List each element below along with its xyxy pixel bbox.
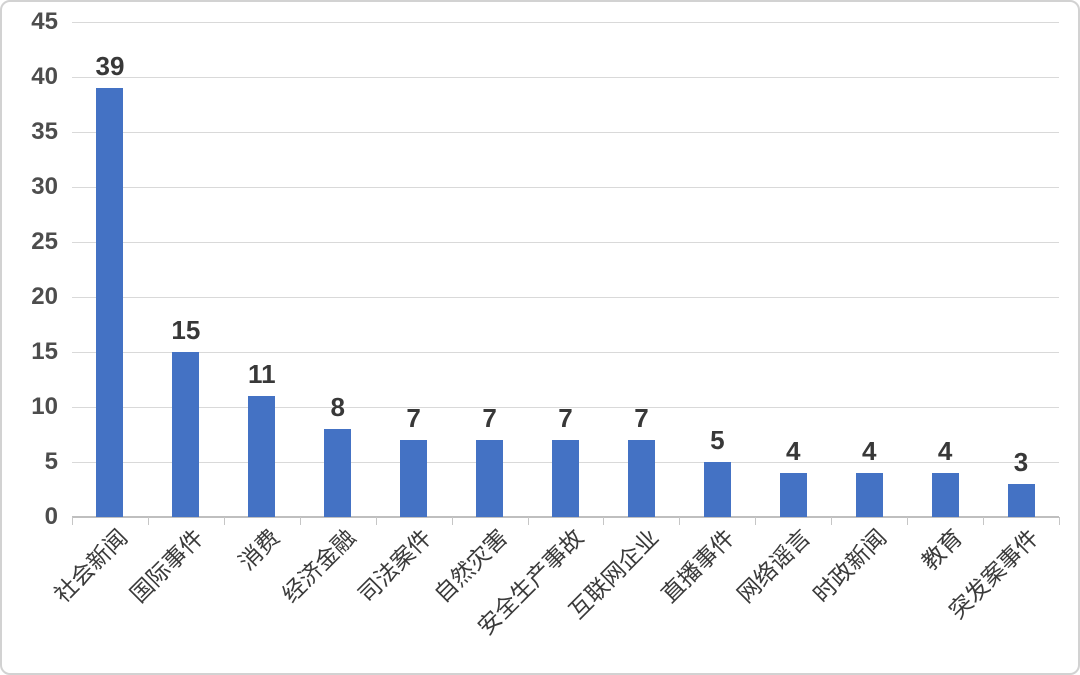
x-axis-tick [72,517,73,525]
bar-value-label: 7 [558,403,573,433]
gridline [72,22,1059,23]
bar [476,440,504,517]
bar-value-label: 7 [634,403,649,433]
x-axis-tick [527,517,529,525]
bar-value-label: 5 [710,425,725,455]
bar [172,352,200,517]
bar-value-label: 7 [406,403,421,433]
y-axis-tick-label: 35 [31,118,58,145]
x-axis-line [72,516,1059,518]
gridline [72,407,1059,408]
y-axis-tick-label: 5 [44,448,58,475]
bar [627,440,655,517]
bar-value-label: 7 [482,403,497,433]
x-axis-tick [223,517,225,525]
bar-value-label: 3 [1013,447,1029,477]
bar [552,440,579,517]
y-axis-tick-label: 0 [44,503,58,530]
bar-value-label: 39 [95,51,125,81]
y-axis-tick-label: 10 [31,393,58,420]
gridline [72,352,1059,353]
bar [248,396,276,517]
y-axis-tick-label: 25 [31,228,58,255]
x-axis-tick [147,517,149,525]
bar-value-label: 4 [937,436,953,466]
x-axis-tick [983,517,985,525]
x-axis-tick [375,517,377,525]
x-axis-tick [755,517,757,525]
bar [855,473,883,517]
y-axis-tick-label: 45 [31,8,58,35]
bar-value-label: 11 [248,359,276,389]
bar [931,473,959,517]
bar-value-label: 4 [861,436,877,466]
y-axis-tick-label: 40 [31,63,58,90]
gridline [72,297,1059,298]
bar-value-label: 15 [171,315,201,345]
y-axis-tick-label: 30 [31,173,58,200]
x-axis-tick [831,517,833,525]
x-axis-tick [1059,517,1060,525]
gridline [72,77,1059,78]
bar [400,440,428,517]
x-axis-tick [451,517,453,525]
x-axis-tick [907,517,909,525]
x-axis-tick [603,517,605,525]
x-axis-tick [679,517,681,525]
bar [96,88,124,517]
gridline [72,242,1059,243]
bar-value-label: 4 [786,436,801,466]
gridline [72,132,1059,133]
bar [1007,484,1035,517]
bar [324,429,352,517]
bar-value-label: 8 [330,392,345,422]
y-axis-tick-label: 15 [31,338,58,365]
bar [779,473,807,517]
x-axis-tick [299,517,301,525]
bar [703,462,731,517]
gridline [72,187,1059,188]
y-axis-tick-label: 20 [31,283,58,310]
